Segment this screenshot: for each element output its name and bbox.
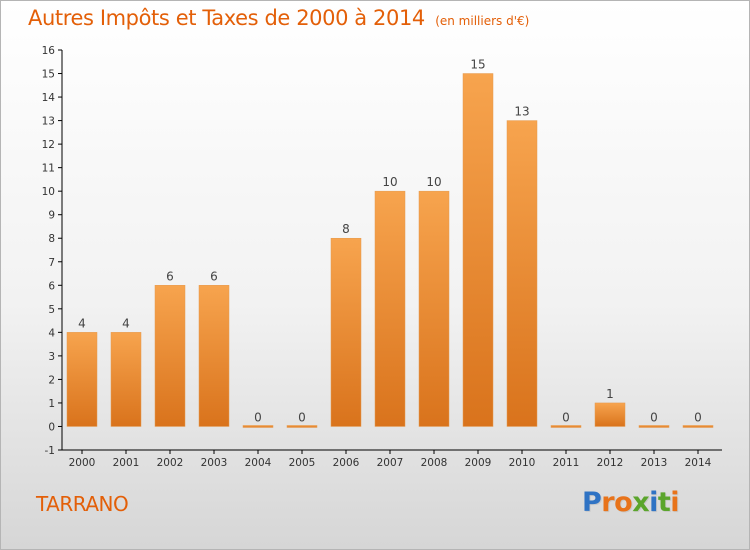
- y-tick-label: 5: [48, 304, 55, 316]
- x-tick-label: 2010: [509, 457, 536, 469]
- logo-letter: P: [582, 487, 602, 518]
- y-tick-label: 3: [48, 351, 55, 363]
- chart-title-block: Autres Impôts et Taxes de 2000 à 2014 (e…: [28, 6, 529, 30]
- x-tick-label: 2009: [465, 457, 492, 469]
- bar: [198, 285, 230, 427]
- y-tick-label: 13: [42, 116, 55, 128]
- bar-value-label: 0: [694, 410, 702, 424]
- bar-value-label: 13: [514, 105, 529, 119]
- y-tick-label: 16: [42, 45, 56, 57]
- chart-title: Autres Impôts et Taxes de 2000 à 2014: [28, 6, 425, 30]
- bar: [154, 285, 186, 427]
- x-tick-label: 2008: [421, 457, 448, 469]
- bar: [418, 190, 450, 427]
- x-tick-label: 2011: [553, 457, 580, 469]
- x-tick-label: 2012: [597, 457, 624, 469]
- logo-letter: i: [670, 487, 680, 518]
- bar: [286, 425, 318, 428]
- y-tick-label: 0: [48, 421, 55, 433]
- bar-value-label: 1: [606, 387, 614, 401]
- y-tick-label: 12: [42, 139, 55, 151]
- bar: [638, 425, 670, 428]
- x-tick-label: 2004: [245, 457, 272, 469]
- y-tick-label: 15: [42, 69, 55, 81]
- commune-name: TARRANO: [36, 492, 129, 516]
- x-tick-label: 2001: [113, 457, 140, 469]
- bar: [594, 402, 626, 427]
- bar: [110, 332, 142, 427]
- bar-value-label: 0: [562, 410, 570, 424]
- bar: [330, 237, 362, 427]
- logo-letter: r: [601, 487, 615, 518]
- logo-letter: i: [649, 487, 658, 518]
- bar: [550, 425, 582, 428]
- y-tick-label: 9: [48, 210, 55, 222]
- bar: [374, 190, 406, 427]
- x-tick-label: 2005: [289, 457, 316, 469]
- bar-value-label: 6: [210, 269, 218, 283]
- y-tick-label: 6: [48, 280, 55, 292]
- bar-value-label: 10: [382, 175, 397, 189]
- x-tick-label: 2003: [201, 457, 228, 469]
- bar-value-label: 4: [78, 316, 86, 330]
- x-tick-label: 2007: [377, 457, 404, 469]
- x-tick-label: 2002: [157, 457, 184, 469]
- y-tick-label: 4: [48, 327, 55, 339]
- y-tick-label: 8: [48, 233, 55, 245]
- bar: [462, 73, 494, 427]
- x-tick-label: 2013: [641, 457, 668, 469]
- bar: [682, 425, 714, 428]
- logo-letter: t: [657, 487, 671, 518]
- bar-value-label: 10: [426, 175, 441, 189]
- y-tick-label: 10: [42, 186, 55, 198]
- y-tick-label: 2: [48, 374, 55, 386]
- x-tick-label: 2000: [69, 457, 96, 469]
- bar-value-label: 15: [470, 58, 485, 72]
- bar-value-label: 4: [122, 316, 130, 330]
- bar-value-label: 6: [166, 269, 174, 283]
- bar: [506, 120, 538, 427]
- x-tick-label: 2006: [333, 457, 360, 469]
- bar-value-label: 0: [298, 410, 306, 424]
- proxiti-logo[interactable]: Proxiti: [582, 487, 680, 518]
- y-tick-label: 1: [48, 398, 55, 410]
- logo-letter: o: [614, 487, 633, 518]
- y-tick-label: 11: [42, 163, 55, 175]
- y-tick-label: 7: [48, 257, 55, 269]
- y-tick-label: -1: [45, 445, 55, 457]
- y-tick-label: 14: [42, 92, 56, 104]
- bar-value-label: 0: [650, 410, 658, 424]
- bar-value-label: 0: [254, 410, 262, 424]
- bar: [66, 332, 98, 427]
- chart-subtitle: (en milliers d'€): [435, 14, 530, 28]
- bar: [242, 425, 274, 428]
- x-tick-label: 2014: [685, 457, 712, 469]
- logo-letter: x: [632, 487, 650, 518]
- bar-value-label: 8: [342, 222, 350, 236]
